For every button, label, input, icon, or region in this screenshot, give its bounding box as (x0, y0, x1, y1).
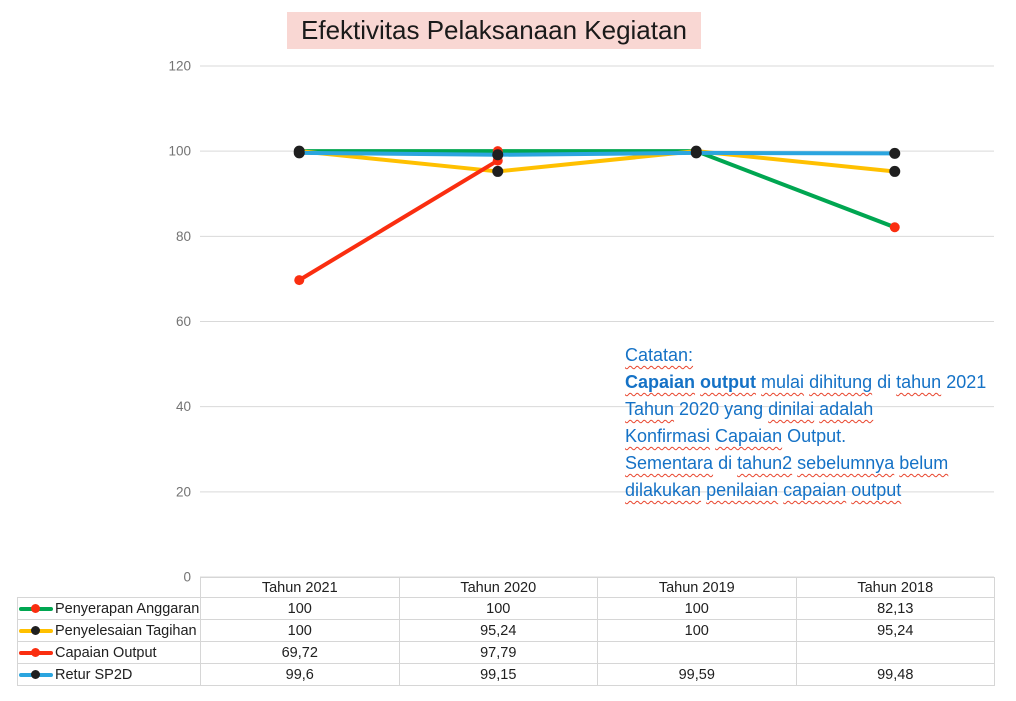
note-line: Tahun 2020 yang dinilai adalah (625, 396, 1005, 423)
table-header-row: Tahun 2021 Tahun 2020 Tahun 2019 Tahun 2… (18, 577, 995, 598)
legend-cell: Retur SP2D (17, 663, 201, 686)
note-line: Konfirmasi Capaian Output. (625, 423, 1005, 450)
table-cell: 95,24 (398, 619, 598, 642)
column-header: Tahun 2021 (200, 577, 400, 598)
note-text-segment: penilaian (706, 480, 779, 500)
data-point-marker-retur-sp2d (690, 147, 702, 159)
note-text-segment: dihitung (809, 372, 873, 392)
series-label: Penyerapan Anggaran (55, 600, 200, 617)
note-line: Catatan: (625, 342, 1005, 369)
note-text-segment: dinilai (768, 399, 815, 419)
note-text-segment: dilakukan (625, 480, 702, 500)
page-title: Efektivitas Pelaksanaan Kegiatan (287, 12, 701, 49)
y-tick-label: 120 (168, 59, 191, 74)
legend-cell: Penyelesaian Tagihan (17, 619, 201, 642)
series-label: Penyelesaian Tagihan (55, 622, 197, 639)
note-line: dilakukan penilaian capaian output (625, 477, 1005, 504)
note-text-segment: output (851, 480, 902, 500)
y-tick-label: 60 (176, 314, 191, 329)
column-header: Tahun 2018 (795, 577, 995, 598)
note-text-segment: sebelumnya (797, 453, 895, 473)
note-text-segment: belum (899, 453, 949, 473)
y-tick-label: 80 (176, 229, 191, 244)
y-tick-label: 100 (168, 144, 191, 159)
table-cell: 69,72 (200, 641, 400, 664)
table-cell: 99,48 (795, 663, 995, 686)
table-cell: 100 (398, 597, 598, 620)
table-cell: 100 (200, 597, 400, 620)
series-label: Capaian Output (55, 644, 157, 661)
data-point-marker-penyerapan-anggaran (889, 222, 900, 233)
table-cell: 99,6 (200, 663, 400, 686)
note-text-segment: di (872, 372, 897, 392)
note-line: Sementara di tahun2 sebelumnya belum (625, 450, 1005, 477)
y-tick-label: 0 (183, 570, 191, 585)
table-row: Retur SP2D 99,6 99,15 99,59 99,48 (17, 663, 995, 686)
column-header: Tahun 2020 (398, 577, 598, 598)
series-line-penyelesaian-tagihan (297, 149, 897, 174)
note-text-segment: output (700, 372, 757, 392)
note-text-segment: tahun (896, 372, 942, 392)
table-cell: 95,24 (795, 619, 995, 642)
series-key-icon (19, 625, 56, 636)
table-cell: 99,59 (597, 663, 797, 686)
note-text-segment: capaian (783, 480, 847, 500)
column-header: Tahun 2019 (597, 577, 797, 598)
data-point-marker-capaian-output (294, 275, 305, 286)
legend-cell: Penyerapan Anggaran (17, 597, 201, 620)
note-text-segment: tahun2 (737, 453, 793, 473)
data-point-marker-retur-sp2d (889, 147, 901, 159)
series-line-penyerapan-anggaran (297, 149, 897, 230)
note-text-segment: Sementara (625, 453, 714, 473)
table-cell: 97,79 (398, 641, 598, 664)
table-cell: 100 (597, 619, 797, 642)
note-text-segment: Konfirmasi (625, 426, 711, 446)
note-text-segment: adalah (819, 399, 874, 419)
series-key-icon (19, 669, 56, 680)
table-corner-cell (18, 578, 201, 598)
table-row: Capaian Output 69,72 97,79 (17, 641, 995, 664)
note-text-segment: 2020 yang (674, 399, 769, 419)
note-text-segment: mulai (761, 372, 805, 392)
table-row: Penyerapan Anggaran 100 100 100 82,13 (17, 597, 995, 620)
y-tick-label: 20 (176, 484, 191, 499)
legend-cell: Capaian Output (17, 641, 201, 664)
data-table: Tahun 2021 Tahun 2020 Tahun 2019 Tahun 2… (17, 577, 995, 686)
data-point-marker-penyelesaian-tagihan (889, 165, 901, 177)
note-text-segment: Tahun (625, 399, 675, 419)
note-text-segment: Capaian (715, 426, 783, 446)
note-text-segment: Catatan: (625, 345, 694, 365)
table-cell: 99,15 (398, 663, 598, 686)
series-retur-sp2d (293, 147, 901, 161)
table-cell: 100 (597, 597, 797, 620)
series-key-icon (19, 647, 56, 658)
series-capaian-output (294, 155, 503, 286)
series-line-capaian-output (297, 158, 500, 283)
annotation-note: Catatan: Capaian output mulai dihitung di… (625, 342, 1005, 504)
data-point-marker-retur-sp2d (492, 149, 504, 161)
y-tick-labels: 0 20 40 60 80 100 120 (168, 59, 191, 585)
note-line: Capaian output mulai dihitung di tahun 2… (625, 369, 1005, 396)
data-point-marker-retur-sp2d (293, 147, 305, 159)
table-cell: 100 (200, 619, 400, 642)
table-cell (795, 641, 995, 664)
table-row: Penyelesaian Tagihan 100 95,24 100 95,24 (17, 619, 995, 642)
table-cell (597, 641, 797, 664)
note-text-segment: Output. (782, 426, 847, 446)
y-tick-label: 40 (176, 399, 191, 414)
series-key-icon (19, 603, 56, 614)
series-line-retur-sp2d (297, 150, 897, 157)
note-text-segment: Capaian (625, 372, 696, 392)
note-text-segment: di (713, 453, 738, 473)
note-text-segment: 2021 (941, 372, 987, 392)
series-label: Retur SP2D (55, 666, 133, 683)
table-cell: 82,13 (795, 597, 995, 620)
data-point-marker-penyelesaian-tagihan (492, 165, 504, 177)
